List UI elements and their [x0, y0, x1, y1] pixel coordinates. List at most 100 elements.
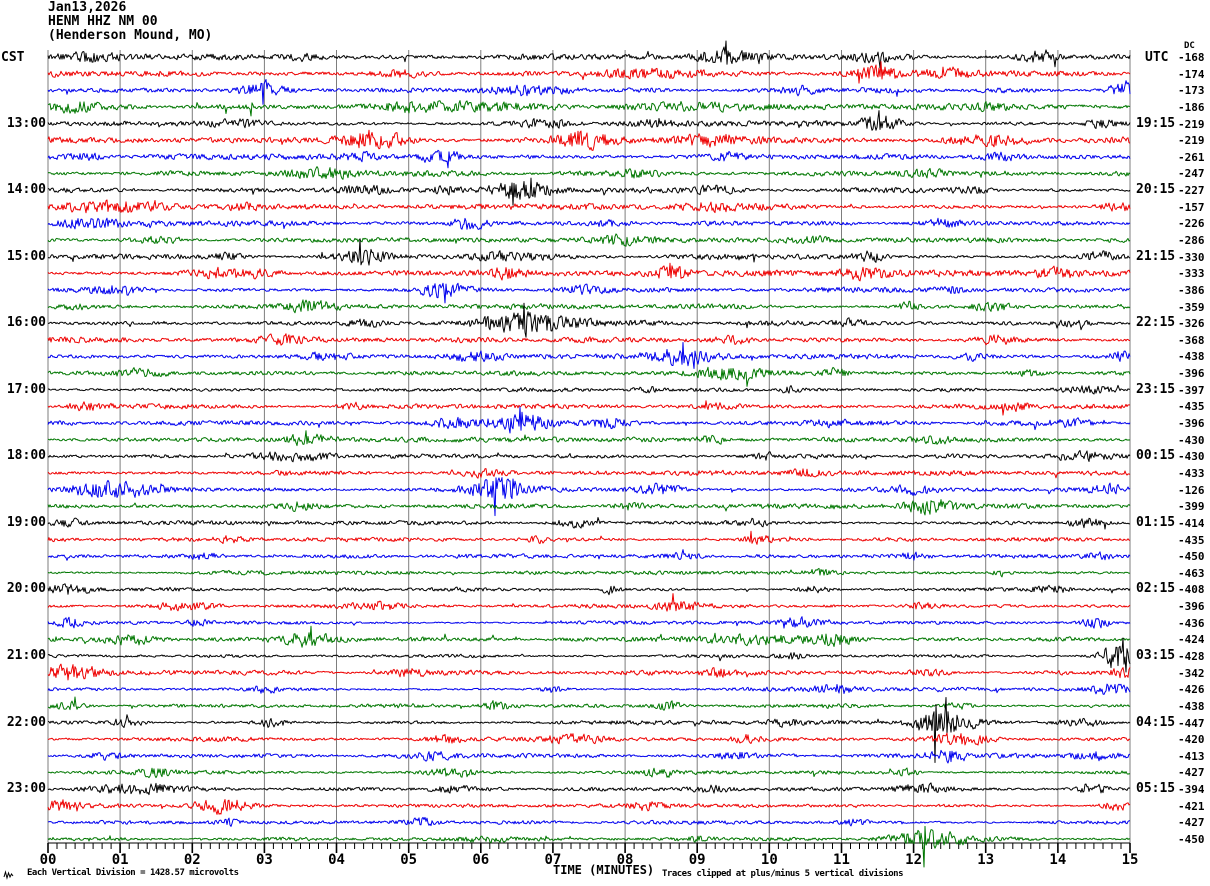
x-tick-label: 02	[183, 852, 201, 868]
trace-row	[47, 567, 1131, 578]
hour-label-cst: 20:00	[6, 581, 46, 597]
footer-clip-note: Traces clipped at plus/minus 5 vertical …	[662, 869, 904, 879]
dc-value: -396	[1178, 417, 1205, 431]
x-tick-label: 10	[760, 852, 778, 868]
trace-row	[47, 233, 1131, 247]
hour-label-cst: 13:00	[6, 115, 46, 131]
dc-value: -226	[1178, 217, 1205, 231]
trace-row	[47, 238, 1131, 266]
dc-value: -396	[1178, 367, 1205, 381]
x-tick-label: 07	[544, 852, 562, 868]
dc-value: -399	[1178, 500, 1205, 514]
trace-row	[47, 625, 1131, 648]
trace-row	[47, 749, 1130, 764]
trace-row	[47, 530, 1131, 545]
dc-value: -261	[1178, 150, 1205, 164]
trace-row	[47, 79, 1131, 105]
hour-label-utc: 20:15	[1136, 182, 1176, 198]
dc-value: -386	[1178, 283, 1205, 297]
trace-row	[48, 430, 1131, 447]
hour-label-cst: 14:00	[6, 182, 46, 198]
x-axis-title: TIME (MINUTES)	[553, 863, 655, 877]
dc-value: -421	[1178, 799, 1205, 813]
trace-row	[47, 282, 1131, 304]
trace-row	[47, 637, 1131, 673]
dc-column-header: DC	[1184, 41, 1195, 51]
dc-value: -414	[1178, 516, 1205, 530]
x-tick-label: 12	[905, 852, 923, 868]
x-tick-label: 00	[39, 852, 57, 868]
dc-value: -168	[1178, 51, 1205, 64]
trace-row	[47, 683, 1131, 695]
trace-row	[47, 477, 1131, 517]
trace-row	[47, 499, 1131, 516]
dc-value: -219	[1178, 134, 1205, 148]
dc-value: -435	[1178, 533, 1205, 547]
dc-value: -397	[1178, 383, 1205, 397]
dc-value: -433	[1178, 466, 1205, 480]
trace-row	[48, 100, 1131, 117]
trace-row	[47, 799, 1131, 815]
trace-row	[47, 61, 1131, 84]
trace-row	[47, 468, 1131, 479]
x-tick-label: 14	[1049, 852, 1067, 868]
trace-row	[47, 549, 1131, 561]
trace-row	[47, 217, 1131, 230]
footer-scale-note: Each Vertical Division = 1428.57 microvo…	[27, 868, 239, 878]
dc-value: -326	[1178, 317, 1205, 331]
dc-value: -330	[1178, 250, 1205, 264]
trace-row	[47, 199, 1131, 214]
dc-value: -227	[1178, 184, 1205, 198]
hour-label-utc: 01:15	[1136, 514, 1176, 530]
dc-value: -174	[1178, 67, 1205, 81]
trace-row	[47, 129, 1131, 151]
dc-value: -219	[1178, 117, 1205, 131]
hour-label-cst: 17:00	[6, 381, 46, 397]
dc-value: -394	[1178, 783, 1205, 797]
trace-row	[47, 816, 1130, 827]
title-location: (Henderson Mound, MO)	[48, 28, 213, 43]
trace-row	[47, 302, 1131, 338]
hour-label-cst: 23:00	[6, 781, 46, 797]
trace-row	[47, 177, 1131, 206]
trace-row	[47, 697, 1131, 763]
hour-label-cst: 22:00	[6, 714, 46, 730]
hour-label-utc: 23:15	[1136, 381, 1176, 397]
x-tick-label: 01	[111, 852, 129, 868]
trace-row	[47, 166, 1131, 180]
dc-value: -447	[1178, 716, 1205, 730]
dc-value: -430	[1178, 433, 1205, 447]
dc-value: -333	[1178, 267, 1205, 281]
trace-row	[47, 149, 1131, 169]
dc-value: -286	[1178, 234, 1205, 248]
trace-row	[47, 782, 1131, 796]
x-tick-label: 08	[616, 852, 634, 868]
hour-label-utc: 04:15	[1136, 714, 1176, 730]
trace-row	[47, 825, 1131, 868]
dc-value: -438	[1178, 699, 1205, 713]
dc-value: -173	[1178, 84, 1205, 98]
dc-value: -428	[1178, 649, 1205, 663]
trace-row	[47, 663, 1131, 681]
dc-value: -450	[1178, 550, 1205, 564]
trace-row	[47, 262, 1131, 282]
trace-row	[47, 517, 1131, 530]
dc-value: -157	[1178, 200, 1205, 214]
x-tick-label: 09	[688, 852, 706, 868]
hour-label-cst: 16:00	[6, 315, 46, 331]
hour-label-utc: 03:15	[1136, 647, 1176, 663]
hour-label-cst: 19:00	[6, 514, 46, 530]
trace-row	[47, 40, 1131, 69]
hour-label-cst: 21:00	[6, 647, 46, 663]
trace-row	[47, 767, 1131, 779]
dc-value: -247	[1178, 167, 1205, 181]
trace-row	[47, 593, 1131, 612]
dc-value: -413	[1178, 749, 1205, 763]
dc-value: -435	[1178, 400, 1205, 414]
hour-label-utc: 02:15	[1136, 581, 1176, 597]
dc-value: -408	[1178, 583, 1205, 597]
dc-value: -436	[1178, 616, 1205, 630]
trace-row	[47, 616, 1131, 629]
hour-label-cst: 15:00	[6, 248, 46, 264]
